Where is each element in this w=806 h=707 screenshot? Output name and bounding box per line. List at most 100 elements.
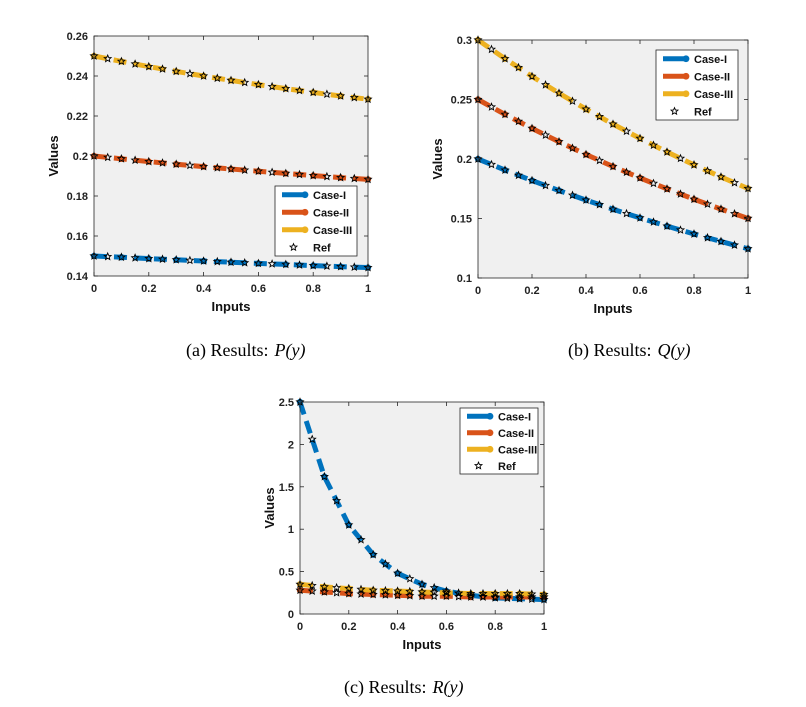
ref-marker-p — [103, 152, 113, 162]
ref-marker-r — [405, 586, 415, 596]
x-tick-label-r: 0.6 — [439, 621, 454, 633]
ref-marker-p — [253, 258, 263, 268]
ref-marker-r — [441, 591, 451, 601]
ref-marker-q — [689, 194, 699, 204]
ref-marker-r — [393, 586, 403, 595]
y-tick-label-p: 0.14 — [67, 271, 89, 283]
legend-label-q-2: Case-II — [694, 71, 730, 83]
ref-marker-r — [344, 520, 354, 529]
ref-marker-r — [319, 471, 329, 481]
ref-marker-r — [307, 434, 317, 444]
chart-panel-q: 0 0.2 0.4 0.6 0.8 1 0.1 0.15 0.2 0.25 0.3 Inputs Val… — [410, 0, 806, 330]
ref-marker-p — [130, 253, 140, 262]
ref-marker-q — [608, 119, 618, 129]
ref-marker-r — [332, 495, 342, 505]
ref-marker-p — [322, 261, 332, 270]
ref-marker-r — [429, 591, 439, 601]
legend-box-r — [459, 407, 539, 475]
ref-marker-p — [199, 71, 209, 80]
y-tick-label-r: 1 — [288, 524, 294, 536]
ref-marker-p — [267, 81, 277, 91]
ref-marker-r — [527, 594, 537, 604]
ref-marker-r — [478, 592, 488, 601]
chart-r: 0 0.2 0.4 0.6 0.8 1 0 0.5 1 1.5 2 2.5 Inputs Values Ca… — [262, 397, 549, 652]
x-tick-label-p: 0.2 — [141, 283, 156, 295]
ref-marker-r — [393, 568, 403, 578]
ref-marker-p — [144, 253, 154, 263]
caption-q-function: Q(y) — [657, 340, 691, 360]
ref-marker-q — [527, 123, 537, 133]
caption-p-function: P(y) — [274, 340, 306, 360]
ref-marker-r — [466, 590, 476, 600]
ref-marker-p — [294, 85, 305, 95]
ref-marker-q — [581, 195, 591, 204]
legend-marker-r-1 — [486, 412, 494, 420]
ref-marker-p — [240, 258, 250, 267]
series-line-p-1 — [93, 253, 369, 271]
ref-marker-r — [502, 592, 512, 601]
ref-marker-p — [185, 160, 195, 170]
ref-marker-q — [729, 240, 740, 249]
ref-marker-r — [344, 588, 354, 598]
ref-marker-q — [540, 180, 551, 190]
ref-marker-q — [675, 153, 686, 163]
ref-marker-r — [368, 585, 378, 595]
ref-marker-p — [212, 163, 222, 172]
caption-r-prefix: (c) Results: — [344, 677, 427, 697]
y-tick-label-p: 0.26 — [67, 31, 88, 43]
ref-marker-q — [500, 53, 510, 63]
y-axis-label-p: Values — [46, 135, 61, 176]
ref-marker-q — [513, 170, 524, 180]
ref-marker-q — [567, 96, 578, 106]
y-tick-label-q: 0.25 — [451, 95, 472, 107]
x-tick-label-q: 0.4 — [578, 285, 594, 297]
ref-marker-q — [621, 208, 632, 218]
caption-q-prefix: (b) Results: — [568, 340, 652, 360]
ref-marker-r — [454, 591, 464, 601]
legend-swatch-p-ref — [288, 242, 299, 252]
axes-box-r — [299, 401, 545, 615]
ref-marker-q — [675, 225, 686, 234]
ref-marker-q — [648, 217, 659, 226]
ref-marker-r — [454, 588, 464, 598]
ref-marker-r — [527, 589, 537, 598]
legend-marker-p-2 — [301, 208, 309, 216]
ref-marker-p — [130, 59, 140, 68]
ref-marker-q — [527, 71, 537, 81]
ref-marker-r — [344, 583, 354, 593]
x-tick-label-q: 0.8 — [686, 285, 701, 297]
legend-marker-q-1 — [682, 55, 690, 63]
ref-marker-r — [332, 588, 342, 597]
ref-marker-p — [212, 73, 222, 83]
ref-marker-q — [540, 130, 551, 139]
ref-marker-q — [648, 178, 659, 188]
series-line-p-2 — [93, 153, 369, 182]
y-tick-label-r: 0 — [288, 609, 294, 621]
ref-marker-p — [281, 259, 291, 269]
ref-marker-q — [513, 62, 524, 72]
x-axis-label-q: Inputs — [594, 301, 633, 316]
caption-p-prefix: (a) Results: — [186, 340, 269, 360]
ref-marker-p — [199, 161, 209, 171]
ref-marker-q — [486, 159, 497, 169]
y-tick-label-q: 0.1 — [457, 273, 472, 285]
ref-marker-p — [157, 254, 168, 264]
ref-marker-p — [116, 56, 126, 66]
ref-marker-q — [662, 147, 672, 156]
ref-marker-p — [308, 87, 318, 97]
ref-marker-r — [490, 588, 500, 598]
legend-marker-q-3 — [682, 90, 690, 98]
ref-marker-p — [185, 68, 195, 78]
x-tick-label-q: 0 — [475, 285, 481, 297]
ref-marker-p — [103, 53, 113, 63]
ref-marker-q — [581, 104, 591, 114]
legend-marker-q-2 — [682, 72, 690, 80]
ref-marker-p — [308, 260, 318, 270]
ref-marker-r — [417, 587, 427, 596]
ref-marker-q — [513, 116, 524, 126]
caption-r: (c) Results: R(y) — [344, 677, 463, 698]
ref-marker-q — [689, 229, 699, 238]
ref-marker-q — [554, 88, 564, 98]
ref-marker-p — [185, 255, 195, 265]
ref-marker-p — [267, 167, 277, 177]
